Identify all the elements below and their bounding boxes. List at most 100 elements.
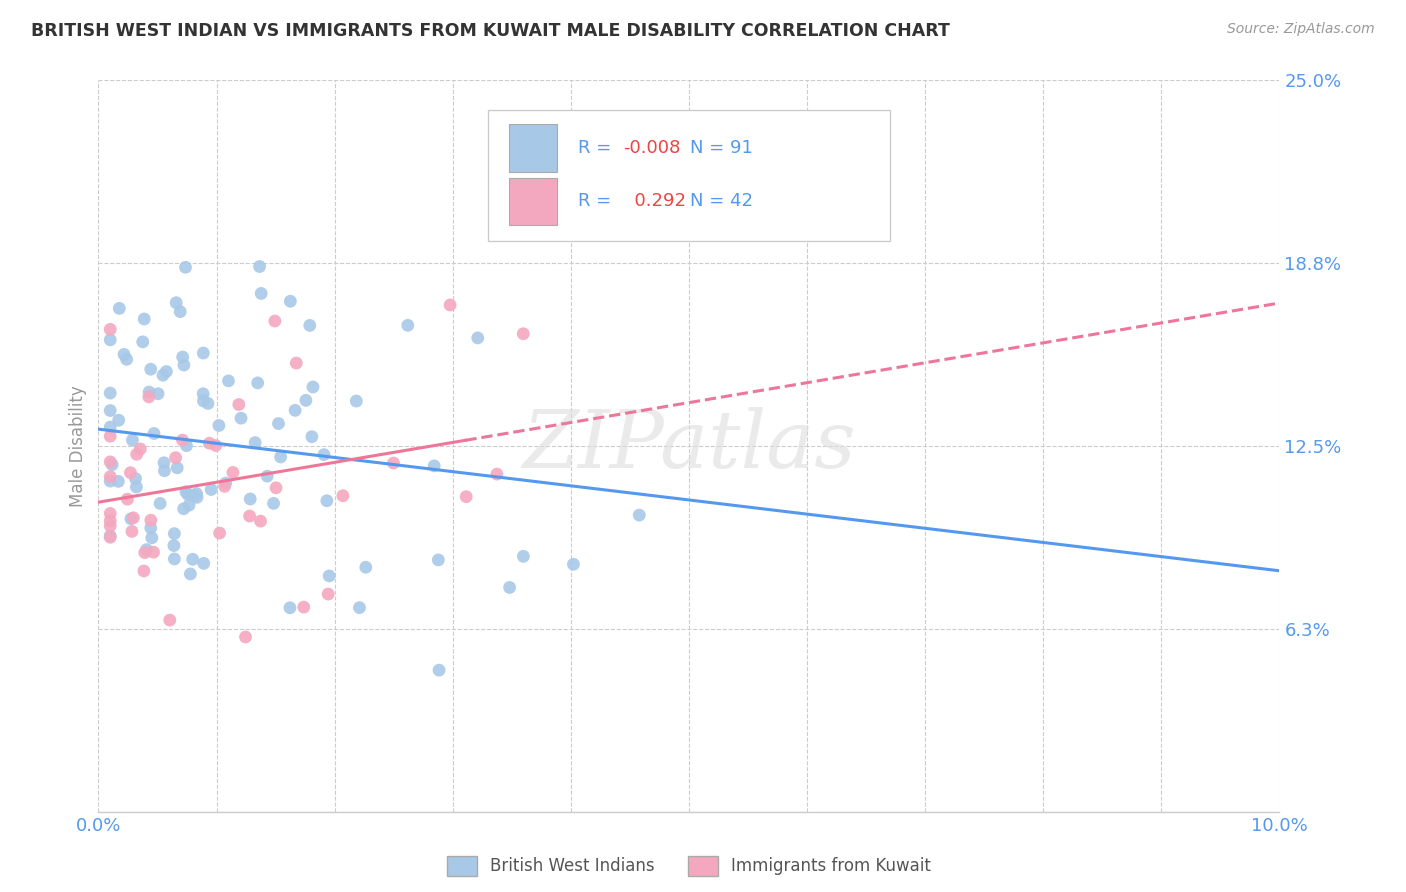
Bar — [509, 178, 557, 225]
Point — [139, 362, 162, 376]
Point — [301, 430, 323, 444]
Point — [146, 386, 169, 401]
Point — [153, 464, 176, 478]
Point — [125, 447, 148, 461]
Point — [485, 467, 508, 482]
Text: R =: R = — [578, 139, 617, 157]
Point — [135, 542, 157, 557]
Point — [98, 507, 121, 521]
Point — [121, 433, 143, 447]
Point — [222, 466, 245, 480]
Point — [302, 380, 325, 394]
Point — [98, 519, 121, 533]
Point — [165, 295, 187, 310]
Point — [153, 456, 176, 470]
Point — [243, 435, 266, 450]
Point — [107, 475, 129, 489]
Point — [174, 260, 197, 275]
Bar — [509, 124, 557, 171]
Point — [159, 613, 181, 627]
Point — [256, 469, 278, 483]
Point — [172, 433, 194, 447]
Point — [439, 298, 461, 312]
Point — [200, 483, 222, 497]
Point — [181, 552, 204, 566]
Point — [267, 417, 290, 431]
Bar — [488, 110, 890, 241]
Text: N = 91: N = 91 — [690, 139, 754, 157]
Point — [173, 358, 195, 372]
Text: N = 42: N = 42 — [690, 193, 754, 211]
Point — [129, 442, 152, 456]
Point — [344, 394, 367, 409]
Point — [98, 474, 121, 488]
Point — [98, 469, 121, 483]
Point — [183, 489, 205, 503]
Point — [263, 314, 285, 328]
Point — [163, 539, 186, 553]
Point — [318, 569, 340, 583]
Point — [132, 334, 155, 349]
Text: R =: R = — [578, 193, 617, 211]
Point — [173, 501, 195, 516]
Point — [191, 386, 214, 401]
Text: -0.008: -0.008 — [623, 139, 681, 157]
Point — [139, 513, 162, 527]
Point — [246, 376, 269, 390]
Point — [125, 480, 148, 494]
Point — [295, 393, 318, 408]
Point — [98, 514, 121, 528]
Point — [138, 390, 160, 404]
Point — [228, 398, 250, 412]
Point — [235, 630, 257, 644]
Text: Source: ZipAtlas.com: Source: ZipAtlas.com — [1227, 22, 1375, 37]
Point — [141, 531, 163, 545]
Point — [456, 490, 478, 504]
Point — [98, 420, 121, 434]
Point — [98, 529, 121, 543]
Point — [121, 524, 143, 539]
Point — [229, 411, 252, 425]
Point — [139, 521, 162, 535]
Point — [467, 331, 489, 345]
Point — [176, 439, 198, 453]
Point — [98, 322, 121, 336]
Point — [172, 350, 194, 364]
Point — [198, 436, 221, 450]
Point — [263, 496, 285, 510]
Point — [193, 557, 215, 571]
Point — [285, 356, 308, 370]
Point — [143, 426, 166, 441]
Point — [98, 455, 121, 469]
Point — [134, 312, 156, 326]
Point — [155, 364, 177, 378]
Point — [169, 304, 191, 318]
Point — [529, 185, 551, 199]
Point — [628, 508, 651, 522]
Text: ZIPatlas: ZIPatlas — [522, 408, 856, 484]
Point — [98, 530, 121, 544]
Point — [98, 403, 121, 417]
Point — [149, 496, 172, 510]
Point — [98, 429, 121, 443]
Point — [498, 581, 520, 595]
Point — [163, 552, 186, 566]
Point — [214, 479, 236, 493]
Point — [177, 487, 200, 501]
Point — [193, 346, 215, 360]
Point — [284, 403, 307, 417]
Point — [354, 560, 377, 574]
Point — [186, 486, 208, 500]
Point — [98, 386, 121, 401]
Point — [98, 333, 121, 347]
Point — [270, 450, 292, 464]
Point — [250, 286, 273, 301]
Point — [193, 393, 215, 408]
Point — [315, 493, 337, 508]
Point — [396, 318, 419, 333]
Point — [117, 492, 139, 507]
Point — [152, 368, 174, 383]
Text: BRITISH WEST INDIAN VS IMMIGRANTS FROM KUWAIT MALE DISABILITY CORRELATION CHART: BRITISH WEST INDIAN VS IMMIGRANTS FROM K… — [31, 22, 950, 40]
Point — [249, 514, 271, 528]
Point — [115, 352, 138, 367]
